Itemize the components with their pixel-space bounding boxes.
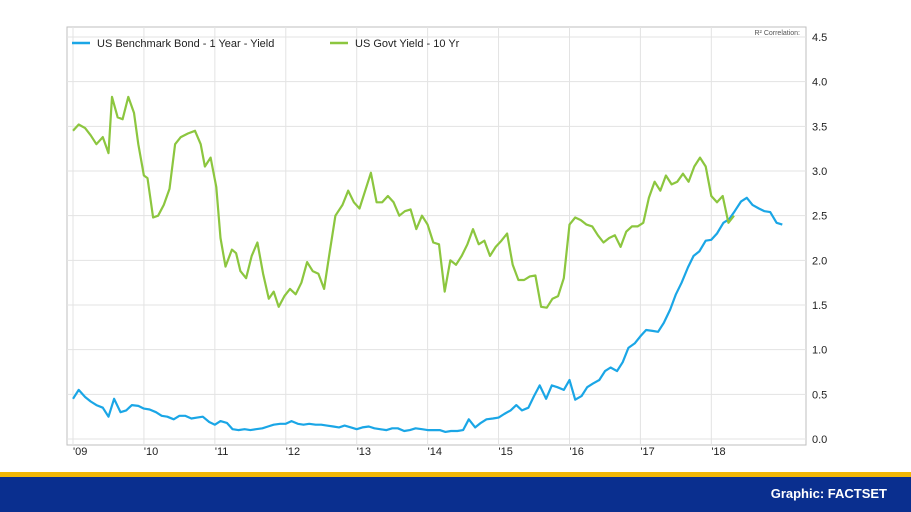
y-tick-label: 0.0 [812,434,827,446]
x-tick-label: '15 [499,446,513,458]
correlation-label: R² Correlation: [754,30,800,37]
x-tick-label: '11 [215,446,229,458]
x-tick-label: '09 [73,446,87,458]
y-tick-label: 3.0 [812,166,827,178]
yield-line-chart: 0.0 0.5 1.0 1.5 2.0 2.5 3.0 3.5 4.0 4.5 '09 '10 '11… [66,26,827,458]
x-axis: '09 '10 '11 '12 '13 '14 '15 '16 '17 '18 [73,446,726,458]
legend-label: US Benchmark Bond - 1 Year - Yield [97,38,274,50]
legend-item: US Govt Yield - 10 Yr [330,38,460,50]
x-tick-label: '13 [357,446,371,458]
y-tick-label: 4.5 [812,32,827,44]
x-tick-label: '17 [640,446,654,458]
graphic-credit: Graphic: FACTSET [770,486,887,501]
x-tick-label: '12 [286,446,300,458]
y-tick-label: 2.5 [812,211,827,223]
x-tick-label: '18 [711,446,725,458]
series-lines [72,95,783,433]
y-tick-label: 1.0 [812,345,827,357]
legend-label: US Govt Yield - 10 Yr [355,38,460,50]
y-tick-label: 1.5 [812,300,827,312]
footer-band [0,477,911,512]
x-tick-label: '14 [428,446,442,458]
y-tick-label: 3.5 [812,121,827,133]
series-line-ten-year [72,95,735,309]
y-axis: 0.0 0.5 1.0 1.5 2.0 2.5 3.0 3.5 4.0 4.5 [812,32,827,446]
y-tick-label: 0.5 [812,389,827,401]
y-tick-label: 4.0 [812,77,827,89]
series-line-one-year [72,196,783,433]
grid-lines [67,27,806,445]
legend: US Benchmark Bond - 1 Year - Yield US Gov… [72,38,460,50]
legend-item: US Benchmark Bond - 1 Year - Yield [72,38,274,50]
x-tick-label: '16 [569,446,583,458]
footer-gold-stripe [0,472,911,477]
plot-frame [66,26,807,446]
x-tick-label: '10 [144,446,158,458]
y-tick-label: 2.0 [812,255,827,267]
